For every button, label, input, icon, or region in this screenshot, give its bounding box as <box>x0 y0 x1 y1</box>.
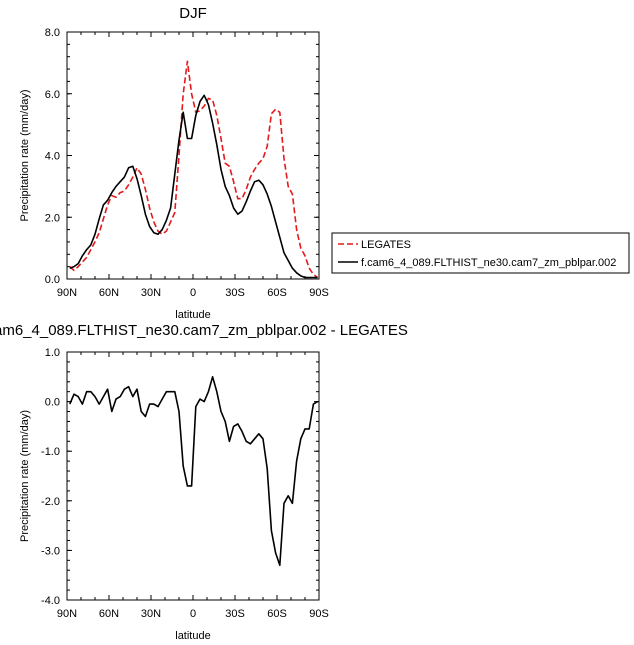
top-panel-y-tick-label: 0.0 <box>45 274 60 286</box>
bottom-panel-frame <box>66 351 320 601</box>
bottom-panel-y-tick-label: -1.0 <box>41 446 60 458</box>
bottom-panel-x-tick-label: 30N <box>141 608 161 620</box>
bottom-panel-title: f.cam6_4_089.FLTHIST_ne30.cam7_zm_pblpar… <box>0 322 408 339</box>
legend-label-model: f.cam6_4_089.FLTHIST_ne30.cam7_zm_pblpar… <box>361 257 616 269</box>
bottom-panel-series <box>69 375 319 567</box>
top-panel-x-tick-label: 0 <box>190 287 196 299</box>
top-panel-y-tick-label: 6.0 <box>45 89 60 101</box>
bottom-panel-y-tick-label: -4.0 <box>41 595 60 607</box>
bottom-panel-y-tick-label: -3.0 <box>41 545 60 557</box>
bottom-panel-x-tick-label: 90N <box>57 608 77 620</box>
top-panel-x-tick-label: 60S <box>267 287 287 299</box>
bottom-panel-x-tick-label: 60S <box>267 608 287 620</box>
bottom-panel-x-tick-label: 0 <box>190 608 196 620</box>
legend-box <box>331 232 630 274</box>
top-panel-ticks: 90N 60N 30N 0 30S 60S 90S 0.0 2.0 4.0 6.0 8.0 <box>45 27 329 299</box>
bottom-panel-x-tick-label: 60N <box>99 608 119 620</box>
top-panel-series <box>69 60 319 279</box>
bottom-panel-y-tick-label: 0.0 <box>45 397 60 409</box>
bottom-panel: f.cam6_4_089.FLTHIST_ne30.cam7_zm_pblpar… <box>0 322 408 642</box>
top-panel-y-tick-label: 2.0 <box>45 212 60 224</box>
top-panel-y-axis-label: Precipitation rate (mm/day) <box>19 89 31 221</box>
bottom-panel-x-tick-label: 90S <box>309 608 329 620</box>
top-panel-x-axis-label: latitude <box>175 309 210 321</box>
top-panel-x-tick-label: 30S <box>225 287 245 299</box>
bottom-panel-x-axis-label: latitude <box>175 630 210 642</box>
legend-label-legates: LEGATES <box>361 239 411 251</box>
top-panel-frame <box>66 31 320 280</box>
top-panel-title: DJF <box>179 5 207 22</box>
bottom-panel-y-axis-label: Precipitation rate (mm/day) <box>19 410 31 542</box>
bottom-panel-y-tick-label: 1.0 <box>45 347 60 359</box>
top-panel-series-line-legates <box>69 60 319 279</box>
top-panel-y-tick-label: 8.0 <box>45 27 60 39</box>
bottom-panel-x-tick-label: 30S <box>225 608 245 620</box>
bottom-panel-y-tick-label: -2.0 <box>41 496 60 508</box>
top-panel-x-tick-label: 30N <box>141 287 161 299</box>
top-panel-series-line-model <box>69 94 318 279</box>
top-panel-x-tick-label: 90N <box>57 287 77 299</box>
top-panel-y-tick-label: 4.0 <box>45 151 60 163</box>
top-panel-x-tick-label: 90S <box>309 287 329 299</box>
top-panel-x-tick-label: 60N <box>99 287 119 299</box>
legend: LEGATES f.cam6_4_089.FLTHIST_ne30.cam7_z… <box>331 232 630 274</box>
top-panel: DJF 90N 60N 30N 0 30S 60S 90S 0.0 2.0 4.0 6.0 8.0 P… <box>19 5 329 321</box>
bottom-panel-series-line-model <box>69 375 319 567</box>
bottom-panel-ticks: 90N 60N 30N 0 30S 60S 90S 1.0 0.0 -1.0 -2.0 -3.0 -4.… <box>41 347 329 620</box>
